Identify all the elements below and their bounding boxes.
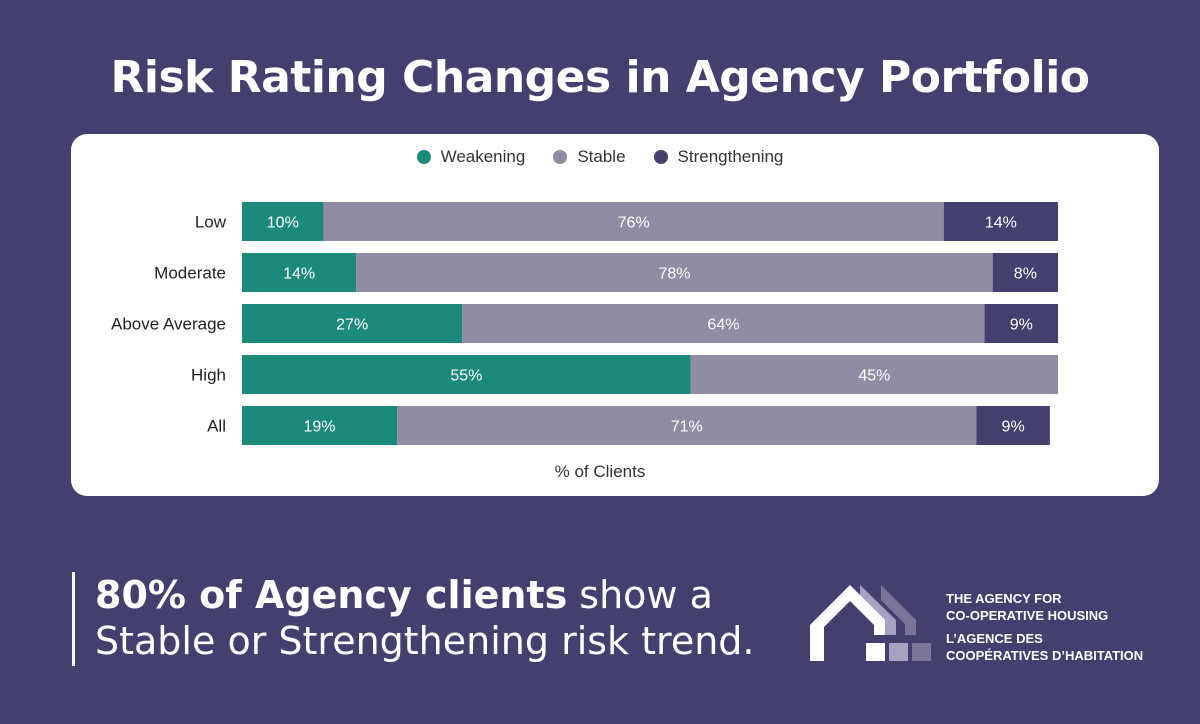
- y-tick-label: Low: [195, 213, 227, 232]
- data-label: 9%: [1002, 419, 1025, 436]
- callout: 80% of Agency clients show a Stable or S…: [72, 572, 755, 666]
- logo-line2: CO-OPERATIVE HOUSING: [946, 608, 1109, 623]
- bar-segment-stable[interactable]: [397, 406, 977, 445]
- data-label: 14%: [985, 215, 1017, 232]
- bar-segment-weakening[interactable]: [242, 304, 463, 343]
- data-label: 71%: [671, 419, 703, 436]
- data-label: 10%: [267, 215, 299, 232]
- legend: Weakening Stable Strengthening: [0, 147, 1200, 167]
- callout-rest: show a: [567, 573, 713, 617]
- legend-swatch-strengthening: [653, 150, 668, 164]
- callout-bold: 80% of Agency clients: [95, 573, 568, 617]
- legend-item-stable[interactable]: Stable: [553, 147, 626, 167]
- data-label: 76%: [618, 215, 650, 232]
- legend-label-stable: Stable: [577, 147, 626, 166]
- legend-item-strengthening[interactable]: Strengthening: [653, 147, 784, 167]
- bar-segment-strengthening[interactable]: [976, 406, 1050, 445]
- bar-segment-stable[interactable]: [462, 304, 985, 343]
- y-tick-label: High: [191, 366, 226, 385]
- data-label: 55%: [450, 368, 482, 385]
- data-label: 8%: [1014, 266, 1037, 283]
- callout-line2: Stable or Strengthening risk trend.: [95, 619, 755, 663]
- data-label: 14%: [283, 266, 315, 283]
- data-label: 64%: [707, 317, 739, 334]
- logo-line3: L’AGENCE DES: [946, 631, 1043, 646]
- callout-line1: 80% of Agency clients show a: [95, 572, 755, 618]
- legend-label-strengthening: Strengthening: [677, 147, 784, 166]
- house-logo-icon: [810, 585, 931, 661]
- data-label: 9%: [1010, 317, 1033, 334]
- y-tick-label: Above Average: [111, 315, 226, 334]
- chart-title: Risk Rating Changes in Agency Portfolio: [110, 52, 1090, 103]
- bar-segment-stable[interactable]: [690, 355, 1058, 394]
- legend-swatch-weakening: [416, 150, 431, 164]
- bar-segment-strengthening[interactable]: [992, 253, 1058, 292]
- data-label: 27%: [336, 317, 368, 334]
- y-tick-label: Moderate: [154, 264, 226, 283]
- bar-segment-stable[interactable]: [323, 202, 944, 241]
- legend-swatch-stable: [553, 150, 568, 164]
- legend-label-weakening: Weakening: [440, 147, 526, 166]
- bar-segment-weakening[interactable]: [242, 355, 691, 394]
- data-label: 78%: [658, 266, 690, 283]
- bar-segment-strengthening[interactable]: [984, 304, 1058, 343]
- bar-segment-stable[interactable]: [356, 253, 993, 292]
- data-label: 45%: [858, 368, 890, 385]
- logo-line1: THE AGENCY FOR: [946, 591, 1062, 606]
- data-label: 19%: [304, 419, 336, 436]
- y-tick-label: All: [207, 417, 226, 436]
- bar-segment-weakening[interactable]: [242, 202, 324, 241]
- logo-line4: COOPÉRATIVES D’HABITATION: [946, 648, 1144, 663]
- bar-segment-weakening[interactable]: [242, 253, 357, 292]
- x-axis-label: % of Clients: [554, 462, 646, 481]
- logo-text: THE AGENCY FOR CO-OPERATIVE HOUSING L’AG…: [946, 590, 1143, 664]
- bar-segment-weakening[interactable]: [242, 406, 398, 445]
- bar-segment-strengthening[interactable]: [943, 202, 1058, 241]
- legend-item-weakening[interactable]: Weakening: [416, 147, 526, 167]
